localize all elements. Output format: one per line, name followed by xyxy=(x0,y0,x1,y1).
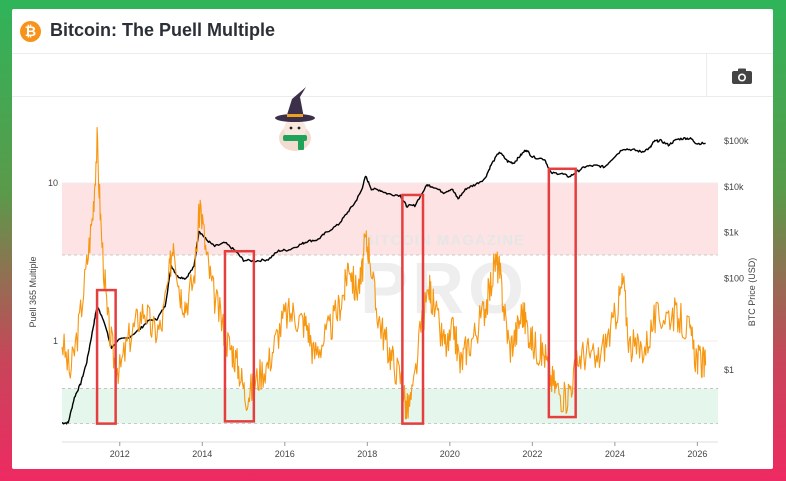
bitcoin-logo-icon: ₿ xyxy=(20,21,41,42)
price-series xyxy=(61,137,706,425)
x-tick-label-2016: 2016 xyxy=(275,449,295,459)
highlight-box-1 xyxy=(223,249,256,423)
chart-card: ₿ Bitcoin: The Puell Multiple BITCOIN MA… xyxy=(12,9,773,469)
highlight-box-3 xyxy=(547,167,577,419)
penguin-mascot-icon xyxy=(275,87,315,151)
left-tick-10: 10 xyxy=(48,178,58,188)
camera-icon[interactable] xyxy=(730,67,754,85)
highlight-box-2 xyxy=(401,193,425,425)
watermark-line2: PRO xyxy=(360,249,528,329)
puell-chart: BITCOIN MAGAZINE PRO 2012 2014 2016 2018 202… xyxy=(28,87,757,459)
highlight-boxes xyxy=(95,167,577,425)
x-tick-label-2012: 2012 xyxy=(110,449,130,459)
x-tick-label-2024: 2024 xyxy=(605,449,625,459)
grid xyxy=(62,182,718,443)
band-upper xyxy=(62,183,718,256)
x-tick-label-2014: 2014 xyxy=(192,449,212,459)
x-tick-label-2022: 2022 xyxy=(522,449,542,459)
watermark: BITCOIN MAGAZINE PRO xyxy=(360,232,528,329)
chart-toolbar xyxy=(12,53,773,97)
band-lower xyxy=(62,388,718,424)
x-tick-label-2026: 2026 xyxy=(687,449,707,459)
right-tick-$10k: $10k xyxy=(724,182,744,192)
right-tick-$100k: $100k xyxy=(724,136,749,146)
x-tick-label-2018: 2018 xyxy=(357,449,377,459)
right-axis-title: BTC Price (USD) xyxy=(747,258,757,327)
highlight-box-0 xyxy=(95,288,117,425)
puell-line xyxy=(61,126,707,420)
chart-header: ₿ Bitcoin: The Puell Multiple xyxy=(12,9,773,54)
toolbar-divider xyxy=(706,53,707,96)
right-tick-$1: $1 xyxy=(724,365,734,375)
puell-series xyxy=(61,126,707,420)
x-tick-label-2020: 2020 xyxy=(440,449,460,459)
watermark-line1: BITCOIN MAGAZINE xyxy=(363,232,525,249)
price-line xyxy=(61,137,706,425)
left-axis-title: Puell 365 Multiple xyxy=(28,256,38,327)
threshold-bands xyxy=(62,182,718,425)
left-tick-1: 1 xyxy=(53,336,58,346)
axis-ticks: 2012 2014 2016 2018 2020 2022 2024 2026 10 1 $100k… xyxy=(48,136,749,459)
right-tick-$1k: $1k xyxy=(724,228,739,238)
right-tick-$100: $100 xyxy=(724,273,744,283)
chart-title: Bitcoin: The Puell Multiple xyxy=(50,20,275,40)
